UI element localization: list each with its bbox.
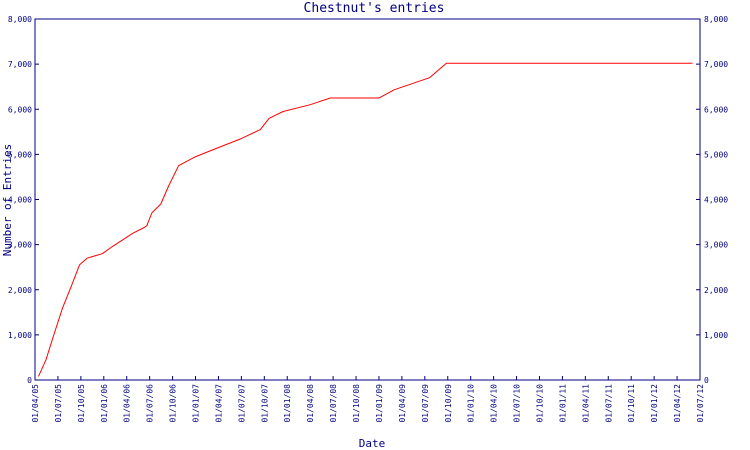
y-tick-label-left: 2,000 (8, 286, 32, 295)
x-tick-label: 01/07/11 (604, 384, 613, 423)
x-tick-label: 01/01/08 (283, 384, 292, 423)
x-tick-label: 01/01/07 (192, 384, 201, 423)
y-tick-label-right: 7,000 (704, 60, 728, 69)
x-axis-ticks: 01/04/05 01/07/05 01/10/05 01/01/06 01/04/06… (31, 376, 705, 423)
y-tick-label-right: 4,000 (704, 196, 728, 205)
x-tick-label: 01/07/06 (146, 384, 155, 423)
x-tick-label: 01/01/10 (467, 384, 476, 423)
x-tick-label: 01/01/06 (100, 384, 109, 423)
x-tick-label: 01/04/08 (306, 384, 315, 423)
y-tick-label-right: 0 (704, 376, 709, 385)
chart-title: Chestnut's entries (304, 1, 445, 16)
x-axis-label: Date (359, 437, 386, 450)
y-axis-label: Number of Entries (1, 144, 14, 257)
x-tick-label: 01/10/11 (627, 384, 636, 423)
x-tick-label: 01/04/09 (398, 384, 407, 423)
y-tick-label-right: 8,000 (704, 15, 728, 24)
x-tick-label: 01/10/09 (444, 384, 453, 423)
y-tick-label-left: 6,000 (8, 105, 32, 114)
x-tick-label: 01/01/09 (375, 384, 384, 423)
x-tick-label: 01/10/10 (535, 384, 544, 423)
x-tick-label: 01/04/10 (490, 384, 499, 423)
series-layer (38, 62, 693, 377)
x-tick-label: 01/01/12 (650, 384, 659, 423)
y-tick-label-right: 6,000 (704, 105, 728, 114)
x-tick-label: 01/04/12 (673, 384, 682, 423)
y-tick-label-left: 1,000 (8, 331, 32, 340)
x-tick-label: 01/04/05 (31, 384, 40, 423)
y-tick-label-left: 0 (27, 376, 32, 385)
x-tick-label: 01/10/07 (260, 384, 269, 423)
x-tick-label: 01/04/11 (581, 384, 590, 423)
x-tick-label: 01/10/06 (169, 384, 178, 423)
y-tick-label-left: 4,000 (8, 196, 32, 205)
x-tick-label: 01/07/09 (421, 384, 430, 423)
y-axis-ticks: 0 0 1,000 1,000 2,000 2,000 3,000 3,000 4,000 4,0… (8, 15, 728, 385)
x-tick-label: 01/07/10 (513, 384, 522, 423)
y-tick-label-left: 3,000 (8, 241, 32, 250)
x-tick-label: 01/04/07 (214, 384, 223, 423)
y-tick-label-right: 3,000 (704, 241, 728, 250)
y-tick-label-right: 2,000 (704, 286, 728, 295)
y-tick-label-left: 5,000 (8, 150, 32, 159)
x-tick-label: 01/07/08 (329, 384, 338, 423)
y-tick-label-right: 5,000 (704, 150, 728, 159)
x-tick-label: 01/10/05 (77, 384, 86, 423)
x-tick-label: 01/10/08 (352, 384, 361, 423)
x-tick-label: 01/04/06 (123, 384, 132, 423)
y-tick-label-right: 1,000 (704, 331, 728, 340)
x-tick-label: 01/07/07 (237, 384, 246, 423)
y-tick-label-left: 7,000 (8, 60, 32, 69)
x-tick-label: 01/07/12 (696, 384, 705, 423)
y-tick-label-left: 8,000 (8, 15, 32, 24)
x-tick-label: 01/07/05 (54, 384, 63, 423)
series-line (38, 62, 693, 377)
x-tick-label: 01/01/11 (558, 384, 567, 423)
